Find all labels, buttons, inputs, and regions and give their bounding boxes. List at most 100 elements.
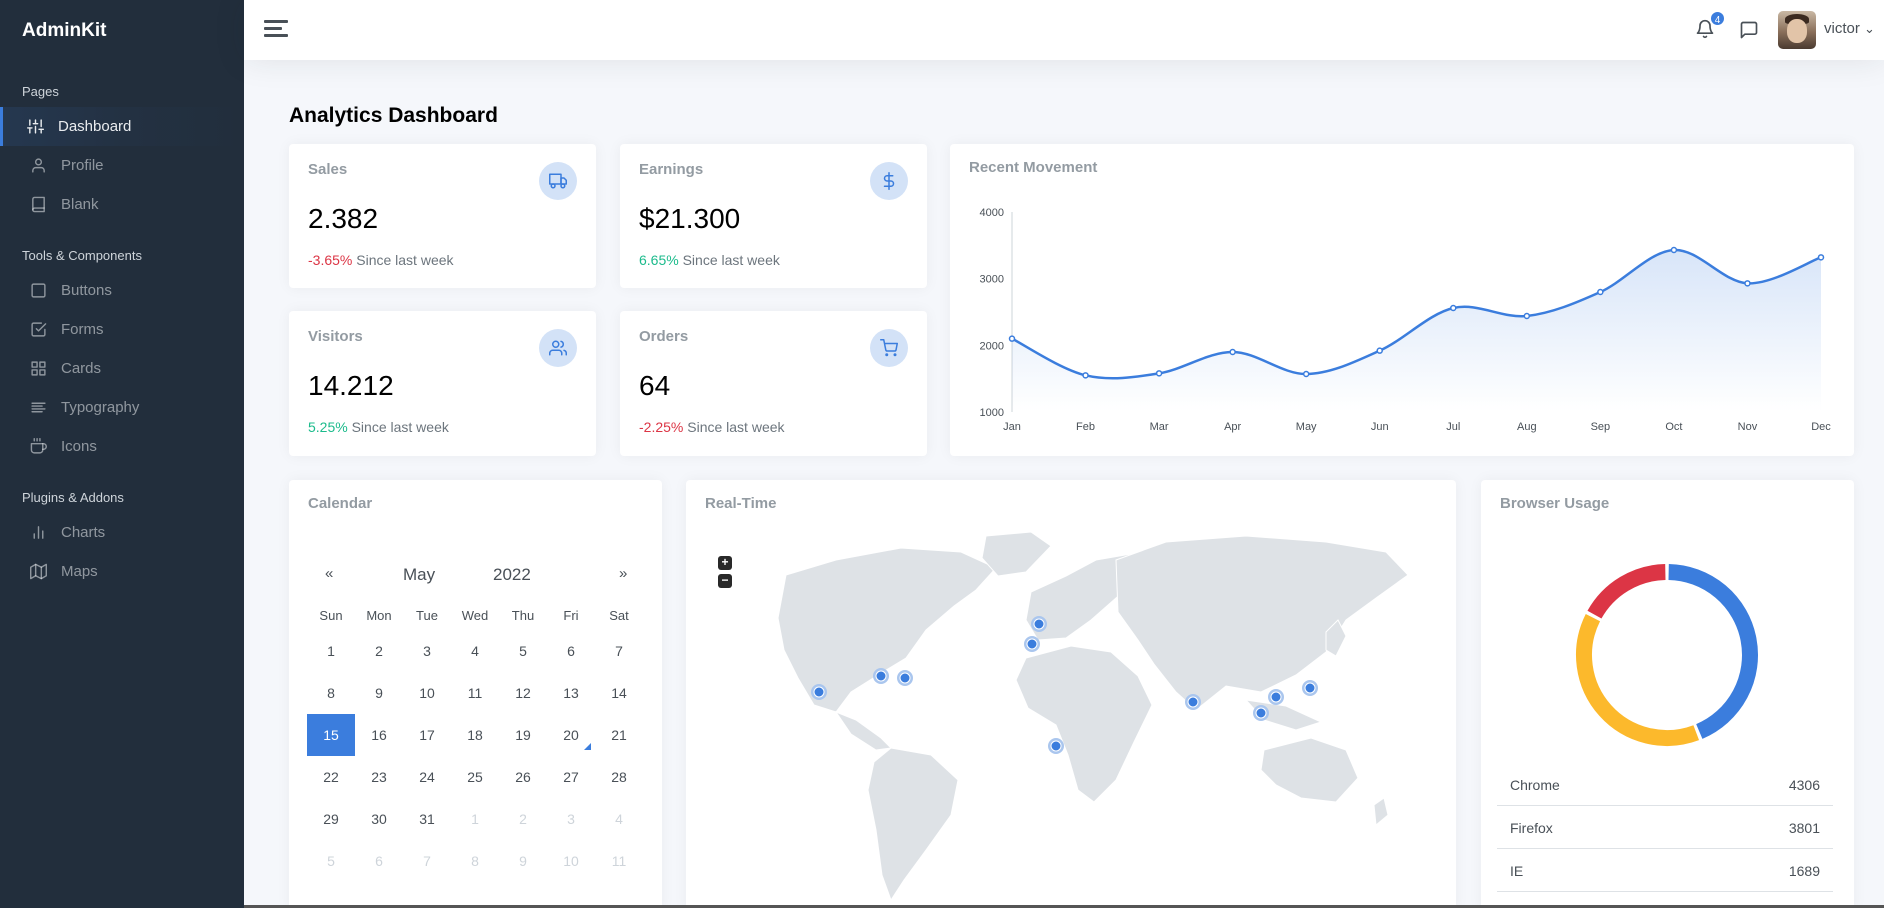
series-area	[1012, 249, 1821, 412]
new-zealand-shape	[1373, 797, 1389, 826]
sidebar-header-tools: Tools & Components	[22, 248, 142, 263]
x-tick-label: Dec	[1811, 421, 1831, 433]
browser-row-chrome: Chrome 4306	[1497, 763, 1833, 806]
stat-card-sales: Sales 2.382 -3.65% Since last week	[289, 144, 596, 288]
calendar-prev-button[interactable]: «	[325, 565, 334, 582]
calendar-day[interactable]: 4	[615, 811, 623, 827]
calendar-day[interactable]: 8	[327, 685, 335, 701]
calendar-weekday: Wed	[461, 608, 489, 623]
calendar-day[interactable]: 14	[611, 685, 627, 701]
sidebar-item-label: Maps	[61, 563, 98, 580]
x-tick-label: Feb	[1076, 421, 1095, 433]
sidebar-item-icons[interactable]: Icons	[0, 427, 244, 466]
calendar-day[interactable]: 13	[563, 685, 579, 701]
sidebar-item-label: Icons	[61, 438, 97, 455]
calendar-month[interactable]: May	[403, 565, 436, 584]
recent-movement-card: Recent Movement 1000 2000 3000 4000 Jan Feb Ma…	[950, 144, 1854, 456]
map-zoom-in-button[interactable]: +	[718, 556, 732, 570]
sidebar-item-profile[interactable]: Profile	[0, 146, 244, 185]
calendar-day[interactable]: 30	[371, 811, 387, 827]
calendar-day[interactable]: 20	[547, 714, 595, 756]
avatar[interactable]	[1778, 11, 1816, 49]
calendar-day[interactable]: 9	[519, 853, 527, 869]
calendar-next-button[interactable]: »	[619, 565, 628, 582]
browser-usage-donut	[1576, 564, 1758, 746]
map-marker	[1304, 682, 1316, 694]
user-menu[interactable]: victor ⌄	[1824, 20, 1875, 37]
calendar-day[interactable]: 27	[563, 769, 579, 785]
world-map	[777, 531, 1409, 902]
coffee-icon	[29, 438, 47, 456]
calendar-day[interactable]: 29	[323, 811, 339, 827]
calendar-day[interactable]: 24	[419, 769, 435, 785]
calendar-day[interactable]: 5	[327, 853, 335, 869]
hamburger-menu-icon[interactable]	[264, 17, 290, 43]
data-point	[1376, 347, 1383, 354]
sidebar-item-forms[interactable]: Forms	[0, 310, 244, 349]
calendar-day[interactable]: 25	[467, 769, 483, 785]
sidebar-item-dashboard[interactable]: Dashboard	[0, 107, 244, 146]
calendar-day[interactable]: 16	[371, 727, 387, 743]
calendar-day[interactable]: 22	[323, 769, 339, 785]
stat-value: 14.212	[308, 370, 394, 401]
calendar-day[interactable]: 21	[611, 727, 627, 743]
calendar-day[interactable]: 11	[467, 685, 483, 701]
donut-slice-chrome	[1668, 564, 1758, 739]
calendar-weekday: Sun	[319, 608, 343, 623]
calendar-day[interactable]: 7	[423, 853, 431, 869]
calendar-day[interactable]: 23	[371, 769, 387, 785]
calendar-day[interactable]: 8	[471, 853, 479, 869]
calendar-day[interactable]: 10	[419, 685, 435, 701]
message-icon[interactable]	[1739, 20, 1761, 42]
card-title: Calendar	[308, 495, 373, 512]
greenland-shape	[981, 531, 1052, 577]
brand-logo[interactable]: AdminKit	[22, 20, 107, 41]
sidebar-item-maps[interactable]: Maps	[0, 552, 244, 591]
sidebar-item-buttons[interactable]: Buttons	[0, 271, 244, 310]
grid-icon	[29, 360, 47, 378]
calendar-day[interactable]: 1	[471, 811, 479, 827]
sidebar-item-label: Blank	[61, 196, 99, 213]
user-icon	[29, 157, 47, 175]
data-point	[1817, 254, 1825, 261]
calendar-day[interactable]: 3	[423, 643, 431, 659]
horizontal-scrollbar[interactable]	[244, 905, 1884, 908]
calendar-day[interactable]: 28	[611, 769, 627, 785]
x-tick-label: Jul	[1446, 421, 1460, 433]
calendar-day[interactable]: 6	[375, 853, 383, 869]
calendar-day[interactable]: 26	[515, 769, 531, 785]
calendar-day[interactable]: 18	[467, 727, 483, 743]
calendar-day[interactable]: 2	[375, 643, 383, 659]
sidebar-item-blank[interactable]: Blank	[0, 185, 244, 224]
calendar-day[interactable]: 3	[567, 811, 575, 827]
calendar-day[interactable]: 10	[563, 853, 579, 869]
calendar-day[interactable]: 1	[327, 643, 335, 659]
calendar-day[interactable]: 19	[515, 727, 531, 743]
stat-footer: 6.65% Since last week	[639, 252, 780, 268]
australia-shape	[1260, 737, 1359, 803]
calendar-day[interactable]: 15	[307, 714, 355, 756]
card-title: Earnings	[639, 161, 704, 178]
sidebar-item-typography[interactable]: Typography	[0, 388, 244, 427]
calendar-day[interactable]: 31	[419, 811, 435, 827]
calendar-day[interactable]: 9	[375, 685, 383, 701]
stat-value: 2.382	[308, 203, 379, 234]
calendar-day[interactable]: 7	[615, 643, 623, 659]
calendar-day[interactable]: 6	[567, 643, 575, 659]
calendar-year[interactable]: 2022	[493, 565, 531, 584]
map-marker	[875, 670, 887, 682]
bell-icon[interactable]: 4	[1695, 10, 1726, 41]
calendar-day[interactable]: 11	[611, 853, 627, 869]
calendar-day[interactable]: 17	[419, 727, 435, 743]
browser-row-ie: IE 1689	[1497, 849, 1833, 892]
calendar-day[interactable]: 2	[519, 811, 527, 827]
map-marker	[813, 686, 825, 698]
map-zoom-out-button[interactable]: −	[718, 574, 732, 588]
calendar-day[interactable]: 4	[471, 643, 479, 659]
north-america-shape	[777, 547, 997, 713]
sliders-icon	[26, 118, 44, 136]
calendar-day[interactable]: 12	[515, 685, 531, 701]
sidebar-item-charts[interactable]: Charts	[0, 513, 244, 552]
sidebar-item-cards[interactable]: Cards	[0, 349, 244, 388]
calendar-day[interactable]: 5	[519, 643, 527, 659]
